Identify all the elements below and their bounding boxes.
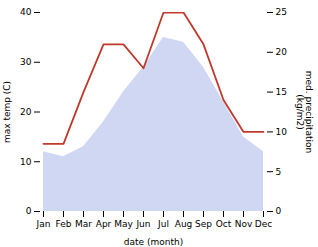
svg-text:15: 15	[276, 87, 287, 97]
svg-text:40: 40	[20, 7, 32, 17]
svg-text:20: 20	[276, 47, 288, 57]
svg-text:10: 10	[276, 127, 288, 137]
svg-text:Feb: Feb	[56, 219, 72, 229]
svg-text:0: 0	[276, 206, 282, 216]
svg-text:Oct: Oct	[216, 219, 232, 229]
svg-text:date (month): date (month)	[124, 237, 183, 247]
svg-text:med. precipitation(kg/m2): med. precipitation(kg/m2)	[295, 71, 314, 153]
svg-text:Sep: Sep	[195, 219, 212, 229]
svg-text:Nov: Nov	[235, 219, 253, 229]
svg-text:May: May	[114, 219, 133, 229]
svg-text:20: 20	[20, 107, 32, 117]
svg-text:0: 0	[26, 206, 32, 216]
svg-text:Mar: Mar	[75, 219, 92, 229]
svg-text:30: 30	[20, 57, 32, 67]
svg-text:Aug: Aug	[175, 219, 193, 229]
svg-text:10: 10	[20, 157, 32, 167]
svg-text:Jan: Jan	[36, 219, 51, 229]
svg-text:5: 5	[276, 167, 282, 177]
svg-text:Dec: Dec	[255, 219, 272, 229]
svg-text:25: 25	[276, 7, 287, 17]
svg-text:Jun: Jun	[135, 219, 150, 229]
svg-text:Apr: Apr	[96, 219, 112, 229]
svg-text:Jul: Jul	[157, 219, 169, 229]
svg-text:max temp (C): max temp (C)	[2, 81, 12, 143]
